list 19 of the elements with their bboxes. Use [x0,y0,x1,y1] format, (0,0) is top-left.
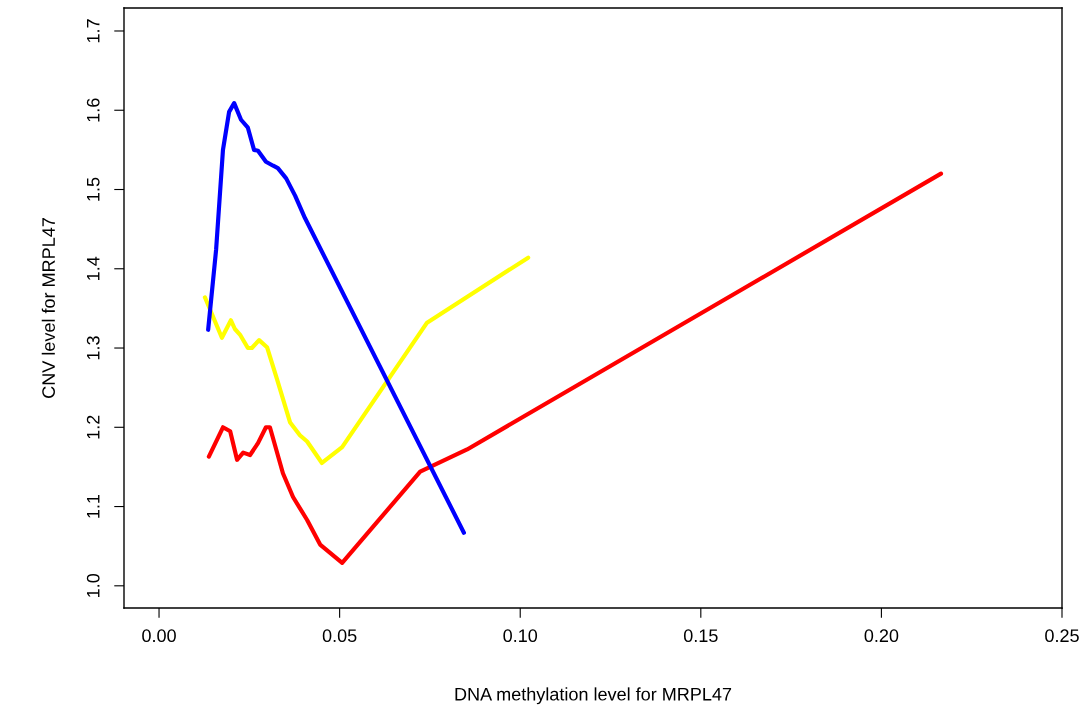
y-tick-label: 1.5 [87,177,100,201]
line-series [206,101,466,535]
x-tick-label: 0.25 [1045,629,1079,643]
x-tick-label: 0.20 [864,629,899,643]
x-axis-title: DNA methylation level for MRPL47 [455,687,732,705]
x-tick-label: 0.05 [322,629,357,643]
y-tick-label: 1.2 [86,415,100,439]
y-axis-title: CNV level for MRPL47 [41,218,55,398]
y-tick-label: 1.1 [87,494,100,518]
y-tick-label: 1.4 [87,256,100,280]
line-series [206,171,944,565]
x-tick-label: 0.15 [683,629,718,643]
y-tick-label: 1.3 [86,336,100,360]
x-tick-label: 0.10 [503,629,538,643]
line-series [202,255,531,466]
x-tick-label: 0.00 [142,629,176,643]
y-tick-label: 1.0 [86,573,100,597]
y-tick-label: 1.7 [87,19,100,43]
y-tick-label: 1.6 [86,98,100,122]
